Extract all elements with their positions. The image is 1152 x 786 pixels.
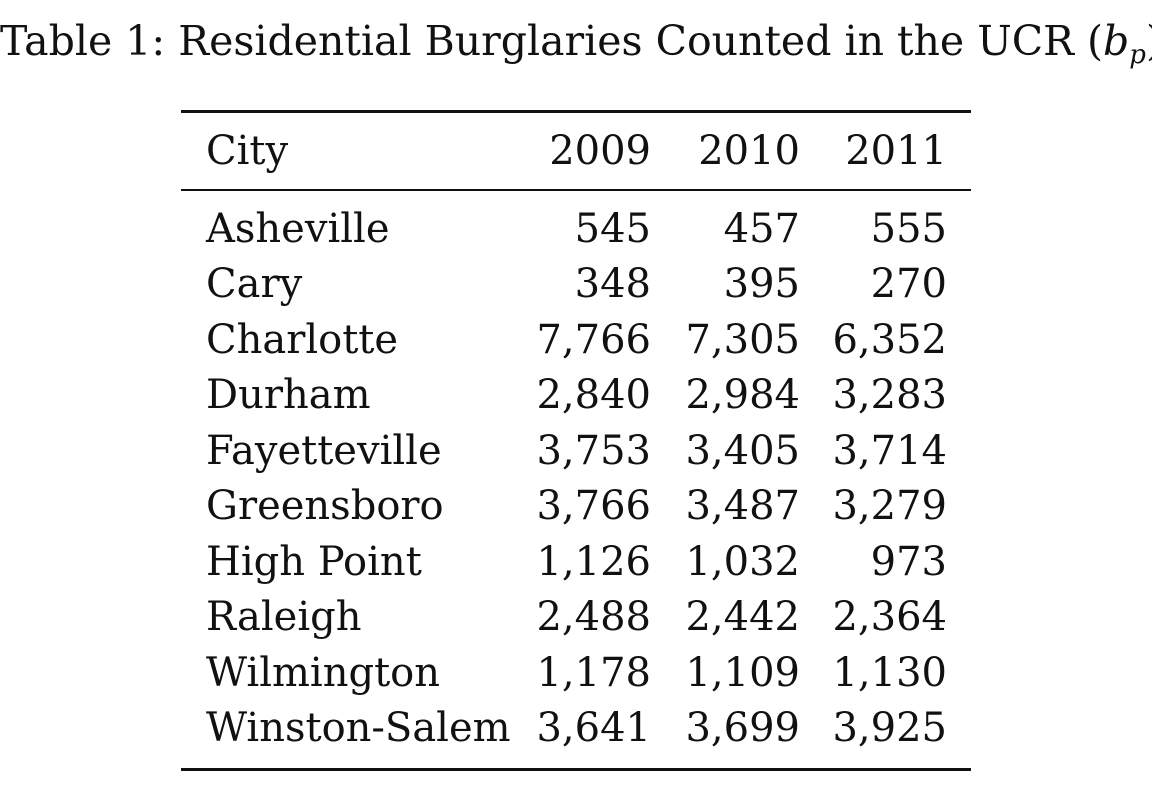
value-2010-cell: 457 (723, 206, 800, 252)
city-cell: Durham (206, 372, 371, 418)
city-cell: Asheville (206, 206, 390, 252)
table-header-row: City 2009 2010 2011 (181, 124, 971, 179)
city-cell: Wilmington (206, 650, 441, 696)
caption-label: Table 1: (0, 17, 166, 65)
city-cell: Greensboro (206, 483, 444, 529)
value-2009-cell: 3,641 (536, 705, 651, 751)
value-2009-cell: 545 (574, 206, 651, 252)
value-2011-cell: 2,364 (832, 594, 947, 640)
caption-symbol-base: b (1103, 17, 1130, 65)
value-2009-cell: 1,126 (536, 539, 651, 585)
city-cell: Fayetteville (206, 428, 442, 474)
caption-symbol-close: ) (1146, 17, 1152, 65)
caption-title: Residential Burglaries Counted in the UC… (178, 17, 1074, 65)
table-row: Durham 2,840 2,984 3,283 (181, 368, 971, 423)
value-2011-cell: 3,714 (832, 428, 947, 474)
table-row: Greensboro 3,766 3,487 3,279 (181, 479, 971, 534)
caption-symbol: (bp) (1087, 17, 1152, 68)
value-2009-cell: 7,766 (536, 317, 651, 363)
value-2011-cell: 3,283 (832, 372, 947, 418)
value-2009-cell: 2,488 (536, 594, 651, 640)
caption-symbol-subscript: p (1129, 40, 1146, 70)
table-row: Asheville 545 457 555 (181, 202, 971, 257)
value-2010-cell: 2,442 (685, 594, 800, 640)
value-2010-cell: 2,984 (685, 372, 800, 418)
header-rule (181, 189, 971, 191)
value-2010-cell: 3,699 (685, 705, 800, 751)
table-row: Winston-Salem 3,641 3,699 3,925 (181, 701, 971, 756)
table-row: High Point 1,126 1,032 973 (181, 535, 971, 590)
bottom-rule (181, 768, 971, 771)
value-2010-cell: 3,487 (685, 483, 800, 529)
value-2011-cell: 555 (870, 206, 947, 252)
city-cell: Winston-Salem (206, 705, 511, 751)
value-2009-cell: 3,766 (536, 483, 651, 529)
value-2010-cell: 1,109 (685, 650, 800, 696)
city-cell: Raleigh (206, 594, 362, 640)
table-row: Cary 348 395 270 (181, 257, 971, 312)
value-2009-cell: 1,178 (536, 650, 651, 696)
table-row: Raleigh 2,488 2,442 2,364 (181, 590, 971, 645)
value-2009-cell: 348 (574, 261, 651, 307)
value-2011-cell: 973 (870, 539, 947, 585)
column-header-city: City (206, 128, 289, 174)
value-2011-cell: 6,352 (832, 317, 947, 363)
value-2011-cell: 1,130 (832, 650, 947, 696)
top-rule (181, 110, 971, 113)
value-2010-cell: 7,305 (685, 317, 800, 363)
value-2010-cell: 1,032 (685, 539, 800, 585)
column-header-2011: 2011 (845, 128, 947, 174)
value-2009-cell: 2,840 (536, 372, 651, 418)
value-2010-cell: 395 (723, 261, 800, 307)
value-2010-cell: 3,405 (685, 428, 800, 474)
value-2011-cell: 3,279 (832, 483, 947, 529)
caption-symbol-open: ( (1087, 17, 1104, 65)
column-header-2010: 2010 (698, 128, 800, 174)
city-cell: High Point (206, 539, 422, 585)
value-2011-cell: 270 (870, 261, 947, 307)
value-2011-cell: 3,925 (832, 705, 947, 751)
city-cell: Charlotte (206, 317, 399, 363)
value-2009-cell: 3,753 (536, 428, 651, 474)
table-row: Charlotte 7,766 7,305 6,352 (181, 313, 971, 368)
table-row: Fayetteville 3,753 3,405 3,714 (181, 424, 971, 479)
city-cell: Cary (206, 261, 303, 307)
column-header-2009: 2009 (549, 128, 651, 174)
table-row: Wilmington 1,178 1,109 1,130 (181, 646, 971, 701)
table-caption: Table 1: Residential Burglaries Counted … (0, 14, 1152, 68)
